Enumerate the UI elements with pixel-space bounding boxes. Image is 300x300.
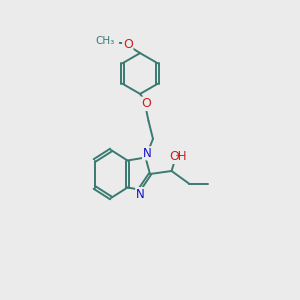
Text: CH₃: CH₃ [95,35,115,46]
Text: N: N [142,147,152,160]
Text: O: O [169,150,179,164]
Text: O: O [123,38,133,51]
Text: ·H: ·H [174,150,187,164]
Text: O: O [141,97,151,110]
Text: N: N [136,188,145,201]
